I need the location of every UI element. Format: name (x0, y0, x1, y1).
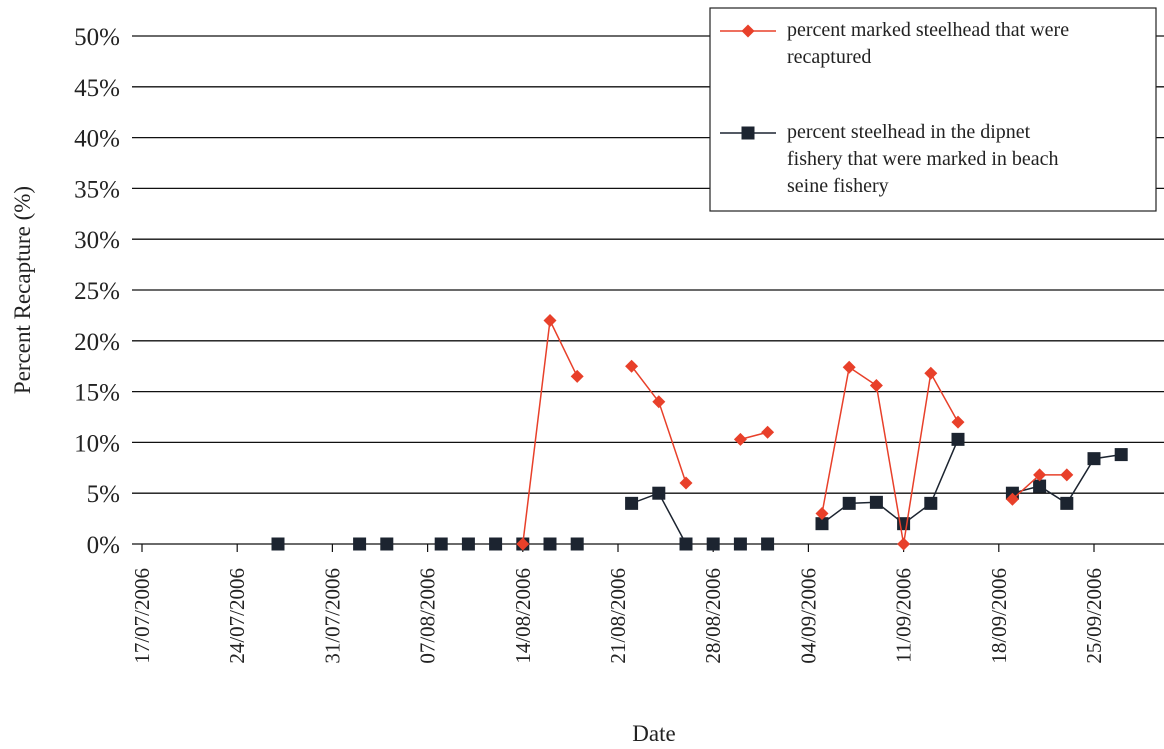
data-point (924, 496, 938, 510)
data-point (543, 313, 557, 327)
data-point (652, 486, 666, 500)
y-tick-label: 5% (87, 481, 120, 508)
data-point (924, 366, 938, 380)
series-line-segment (821, 365, 959, 545)
data-point (380, 537, 394, 551)
x-tick-label: 28/08/2006 (701, 568, 725, 664)
data-point (461, 537, 475, 551)
data-point (842, 360, 856, 374)
legend-swatch-marker (741, 126, 755, 140)
y-tick-label: 20% (74, 329, 120, 356)
y-tick-label: 25% (74, 278, 120, 305)
data-point (679, 476, 693, 490)
data-point (489, 537, 503, 551)
data-point (652, 395, 666, 409)
data-point (1087, 452, 1101, 466)
series-line-segment (631, 492, 687, 545)
data-point (761, 425, 775, 439)
data-point (1060, 496, 1074, 510)
x-tick-label: 31/07/2006 (320, 568, 344, 664)
y-tick-label: 45% (74, 75, 120, 102)
data-point (842, 496, 856, 510)
data-point (625, 359, 639, 373)
data-point (434, 537, 448, 551)
data-point (1033, 468, 1047, 482)
data-point (570, 537, 584, 551)
data-point (951, 415, 965, 429)
data-point (1033, 479, 1047, 493)
data-point (625, 496, 639, 510)
y-tick-label: 40% (74, 126, 120, 153)
data-point (543, 537, 557, 551)
data-point (815, 507, 829, 521)
data-point (869, 379, 883, 393)
x-axis-title: Date (632, 721, 675, 746)
data-point (516, 537, 530, 551)
series-1 (516, 313, 1074, 551)
data-point (353, 537, 367, 551)
data-point (1114, 448, 1128, 462)
legend-label-2: percent steelhead in the dipnet fishery t… (787, 121, 1059, 197)
data-point (815, 517, 829, 531)
y-tick-label: 35% (74, 176, 120, 203)
y-axis-title: Percent Recapture (%) (10, 186, 35, 394)
x-tick-label: 04/09/2006 (796, 568, 820, 664)
y-tick-label: 0% (87, 532, 120, 559)
x-tick-label: 11/09/2006 (892, 568, 916, 663)
data-point (1005, 492, 1019, 506)
data-point (570, 369, 584, 383)
legend: percent marked steelhead that were recapt… (709, 7, 1157, 212)
x-axis-ticks: 17/07/2006 24/07/2006 31/07/2006 07/08/2006… (130, 544, 1106, 664)
x-tick-label: 18/09/2006 (987, 568, 1011, 664)
legend-box (709, 7, 1157, 212)
series-2 (271, 432, 1128, 551)
series-line-segment (821, 439, 959, 525)
series-group (271, 313, 1128, 551)
x-tick-label: 21/08/2006 (606, 568, 630, 664)
data-point (733, 537, 747, 551)
data-point (761, 537, 775, 551)
y-axis-ticks: 0% 5% 10% 15% 20% 25% 30% 35% 40% 45% 50% (74, 24, 120, 559)
x-tick-label: 25/09/2006 (1082, 568, 1106, 664)
data-point (706, 537, 720, 551)
data-point (869, 495, 883, 509)
data-point (897, 537, 911, 551)
data-point (679, 537, 693, 551)
x-tick-label: 14/08/2006 (511, 568, 535, 664)
series-line-segment (631, 365, 687, 484)
data-point (1060, 468, 1074, 482)
y-tick-label: 10% (74, 430, 120, 457)
data-point (733, 432, 747, 446)
legend-swatch-marker (741, 24, 755, 38)
x-tick-label: 07/08/2006 (416, 568, 440, 664)
legend-label-1: percent marked steelhead that were recapt… (787, 19, 1069, 68)
series-line-segment (522, 317, 578, 545)
y-tick-label: 15% (74, 380, 120, 407)
data-point (951, 432, 965, 446)
x-tick-label: 17/07/2006 (130, 568, 154, 664)
x-tick-label: 24/07/2006 (225, 568, 249, 664)
y-tick-label: 50% (74, 24, 120, 51)
y-tick-label: 30% (74, 227, 120, 254)
data-point (271, 537, 285, 551)
